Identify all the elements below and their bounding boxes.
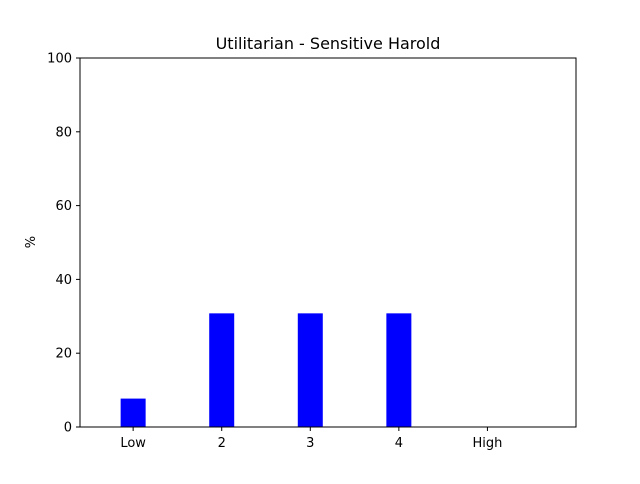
- x-tick-label: High: [472, 436, 502, 451]
- plot-area-frame: [79, 57, 577, 428]
- y-tick-label: 0: [64, 421, 72, 436]
- bar-2: [209, 313, 235, 427]
- bars-layer: [120, 313, 412, 427]
- y-tick-label: 40: [55, 273, 72, 288]
- bar-3: [297, 313, 323, 427]
- chart-title: Utilitarian - Sensitive Harold: [216, 34, 441, 53]
- x-tick-label: 2: [218, 436, 226, 451]
- x-axis-ticks: Low 2 3 4 High: [120, 427, 502, 451]
- bar-low: [120, 398, 146, 427]
- y-axis-ticks: 0 20 40 60 80 100: [47, 52, 80, 436]
- x-tick-label: Low: [120, 436, 146, 451]
- y-tick-label: 80: [55, 125, 72, 140]
- x-tick-label: 4: [395, 436, 403, 451]
- bar-4: [386, 313, 412, 427]
- x-tick-label: 3: [306, 436, 314, 451]
- y-tick-label: 60: [55, 199, 72, 214]
- y-axis-label: %: [24, 236, 39, 248]
- y-tick-label: 100: [47, 52, 72, 67]
- y-tick-label: 20: [55, 347, 72, 362]
